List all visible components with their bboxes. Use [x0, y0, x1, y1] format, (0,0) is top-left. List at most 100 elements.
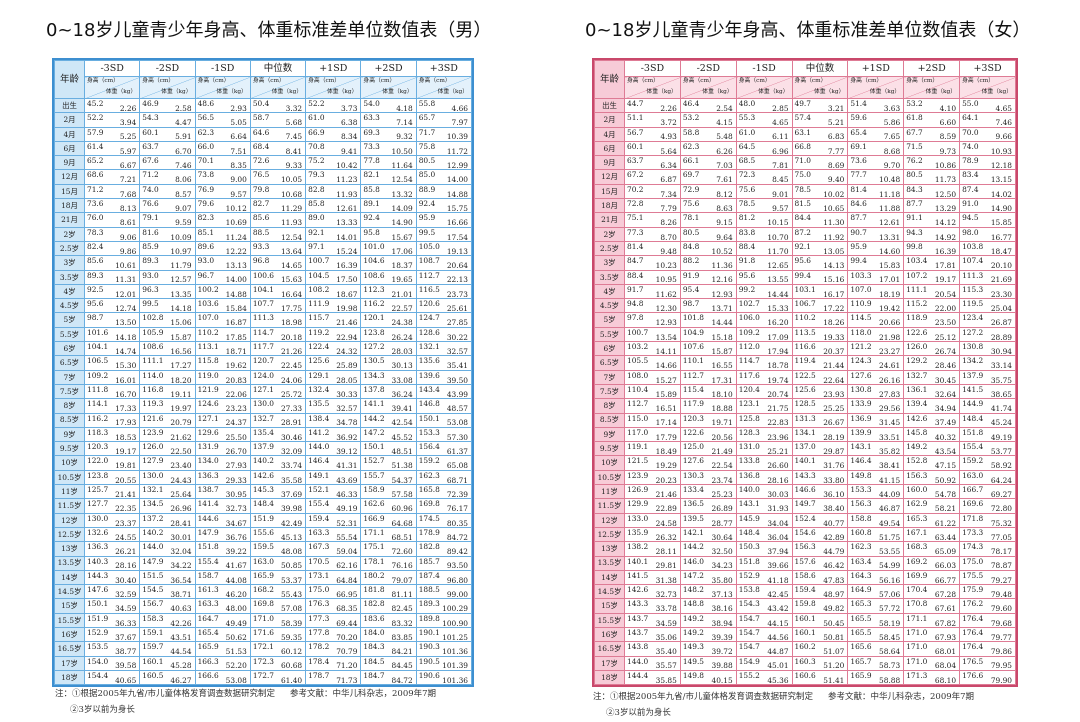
value-cell: 107.0 18.19: [847, 283, 905, 300]
column-header: +3SD: [415, 60, 473, 77]
height-value: 134.0: [197, 456, 219, 466]
weight-value: 51.38: [391, 461, 413, 471]
weight-value: 12.65: [767, 261, 789, 271]
weight-value: 42.26: [170, 618, 192, 628]
value-cell: 54.0 4.18: [360, 97, 417, 114]
height-value: 169.8: [418, 499, 440, 509]
height-value: 87.4: [962, 184, 979, 194]
height-value: 150.1: [418, 413, 440, 423]
height-value: 145.8: [906, 427, 928, 437]
value-cell: 149.8 40.15: [679, 669, 737, 686]
weight-value: 6.83: [827, 132, 845, 142]
value-cell: 77.3 8.70: [624, 226, 681, 242]
subheader-cell: 身高（cm） 体重（kg）: [791, 76, 849, 99]
height-value: 130.8: [962, 342, 984, 352]
value-cell: 140.3 28.16: [83, 555, 141, 571]
height-value: 89.6: [197, 241, 215, 251]
data-row: 6月 61.4 5.97 63.7 6.70 66.0 7.51 68.4 8.41 70.8 9.…: [54, 140, 473, 157]
weight-value: 9.33: [285, 161, 303, 170]
column-header: -3SD: [83, 60, 141, 77]
height-value: 182.8: [363, 599, 385, 609]
weight-value: 27.93: [225, 461, 247, 471]
weight-value: 37.69: [280, 489, 303, 499]
weight-value: 13.50: [115, 318, 137, 328]
weight-value: 12.22: [225, 246, 247, 256]
data-row: 15岁 150.1 34.59 156.7 40.63 163.3 48.00 169.8 57…: [54, 598, 473, 614]
weight-value: 49.54: [879, 518, 901, 528]
height-value: 154.7: [738, 613, 760, 623]
height-value: 97.1: [308, 241, 325, 251]
weight-value: 19.97: [170, 404, 192, 414]
data-row: 9月 65.2 6.67 67.6 7.46 70.1 8.35 72.6 9.33 75.2 10…: [54, 155, 473, 171]
value-cell: 177.3 69.44: [305, 612, 362, 628]
value-cell: 62.3 6.26: [679, 140, 737, 157]
weight-value: 59.04: [336, 547, 358, 556]
height-value: 114.7: [252, 327, 275, 337]
value-cell: 89.6 12.22: [194, 240, 251, 257]
height-value: 165.6: [850, 642, 872, 652]
weight-value: 67.93: [934, 632, 957, 642]
height-value: 46.9: [142, 99, 159, 108]
value-cell: 180.2 79.07: [360, 569, 417, 586]
age-cell: 10.5岁: [54, 469, 85, 486]
height-value: 85.6: [252, 213, 270, 223]
weight-value: 28.19: [823, 432, 845, 442]
weight-value: 30.33: [336, 389, 358, 399]
weight-value: 37.94: [767, 547, 789, 556]
height-value: 77.8: [363, 156, 380, 166]
value-cell: 129.9 22.89: [624, 498, 681, 514]
height-value: 175.1: [363, 542, 385, 552]
value-cell: 171.0 58.39: [249, 612, 307, 628]
weight-value: 25.04: [990, 304, 1012, 313]
height-value: 51.1: [627, 113, 644, 123]
height-value: 88.5: [252, 227, 270, 237]
height-value: 95.9: [850, 241, 867, 251]
value-cell: 132.6 24.55: [83, 526, 141, 543]
height-value: 175.0: [308, 585, 330, 595]
value-cell: 71.2 7.68: [83, 183, 141, 200]
value-cell: 171.8 75.32: [959, 512, 1016, 528]
value-cell: 154.0 39.58: [83, 655, 141, 671]
value-cell: 60.1 5.91: [139, 126, 196, 142]
height-value: 133.8: [738, 456, 760, 466]
height-value: 160.5: [142, 670, 164, 680]
weight-value: 8.57: [175, 189, 192, 199]
value-cell: 160.3 51.20: [791, 655, 849, 671]
data-row: 12月 68.6 7.21 71.2 8.06 73.8 9.00 76.5 10.05 79.3…: [54, 169, 473, 185]
weight-value: 9.57: [772, 203, 789, 213]
height-value: 112.7: [682, 370, 705, 380]
weight-value: 42.89: [823, 532, 845, 542]
weight-value: 24.61: [879, 361, 901, 371]
height-value: 163.0: [252, 556, 275, 566]
weight-value: 79.60: [990, 604, 1012, 614]
height-value: 119.4: [794, 356, 816, 366]
height-value: 135.9: [627, 527, 649, 537]
weight-value: 18.10: [711, 389, 733, 399]
value-cell: 75.8 11.72: [415, 140, 473, 157]
weight-value: 7.03: [716, 161, 733, 170]
height-value: 118.9: [906, 313, 928, 323]
height-value: 177.3: [308, 613, 330, 623]
height-value: 146.6: [794, 485, 816, 495]
weight-value: 45.13: [280, 532, 303, 542]
value-cell: 154.3 43.42: [735, 598, 793, 614]
age-cell: 12月: [594, 169, 625, 185]
weight-value: 11.36: [711, 261, 733, 271]
height-value: 106.0: [738, 313, 760, 323]
height-value: 95.9: [418, 213, 436, 223]
height-label: 身高（cm）: [627, 78, 659, 84]
subheader-cell: 身高（cm） 体重（kg）: [624, 76, 681, 99]
value-cell: 77.8 11.64: [360, 155, 417, 171]
value-cell: 167.1 63.44: [903, 526, 961, 543]
value-cell: 137.9 35.75: [959, 369, 1016, 385]
value-cell: 107.2 19.17: [903, 269, 961, 285]
height-value: 132.4: [308, 384, 330, 394]
weight-value: 2.58: [175, 103, 192, 113]
age-cell: 9岁: [594, 426, 625, 443]
weight-value: 14.13: [823, 261, 845, 271]
weight-value: 15.63: [280, 275, 303, 285]
value-cell: 65.4 7.65: [847, 126, 905, 142]
height-value: 115.0: [627, 413, 649, 423]
age-cell: 17岁: [594, 655, 625, 671]
value-cell: 85.9 10.97: [139, 240, 196, 257]
